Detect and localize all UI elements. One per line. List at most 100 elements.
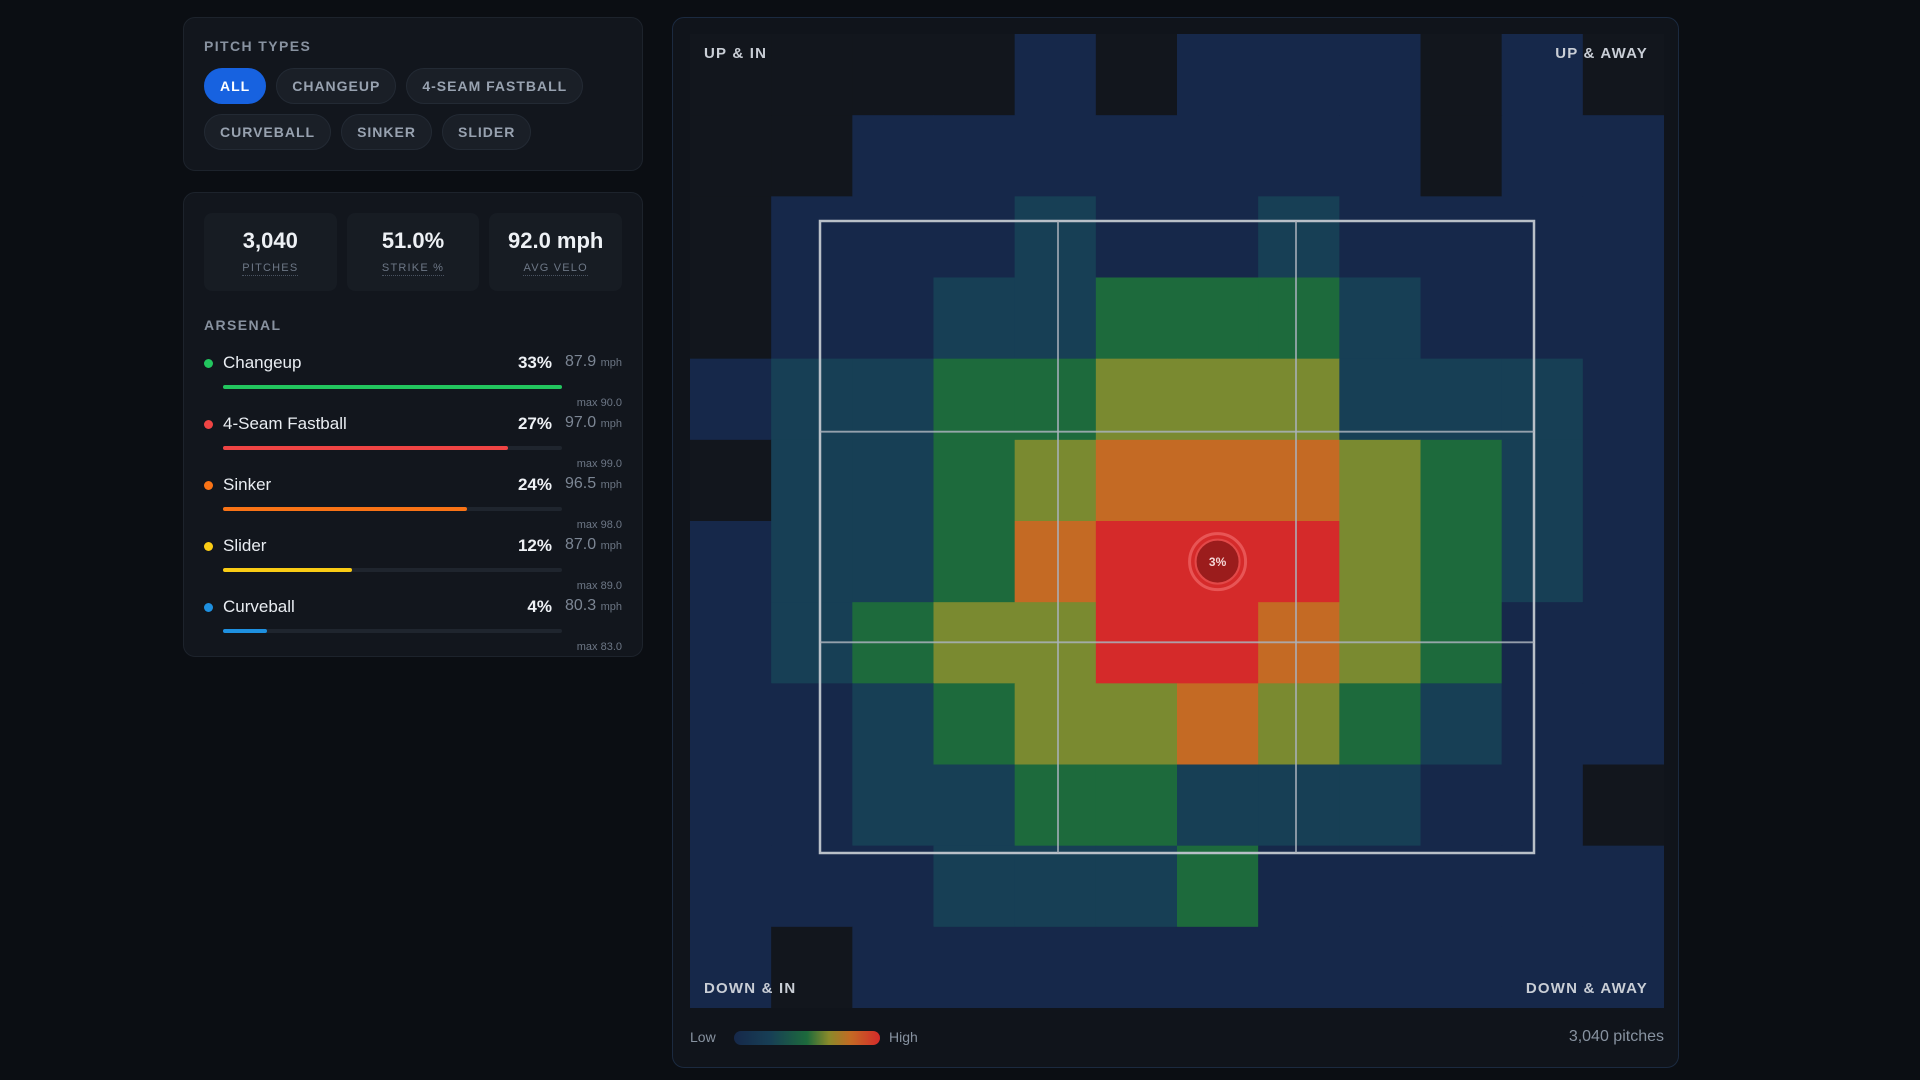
heatmap-cell[interactable] [1420, 926, 1503, 1008]
heatmap-cell[interactable] [771, 439, 853, 522]
heatmap-cell[interactable] [1420, 115, 1503, 197]
heatmap-cell[interactable] [1339, 34, 1421, 116]
heatmap-cell[interactable] [1339, 683, 1421, 765]
heatmap-cell[interactable] [690, 926, 772, 1008]
heatmap-cell[interactable] [1582, 439, 1664, 522]
heatmap-cell[interactable] [690, 683, 772, 765]
heatmap-cell[interactable] [1420, 34, 1503, 116]
heatmap-cell[interactable] [852, 521, 934, 603]
heatmap-cell[interactable] [690, 439, 772, 522]
heatmap-cell[interactable] [1177, 926, 1259, 1008]
heatmap-cell[interactable] [1339, 764, 1421, 847]
heatmap-cell[interactable] [1095, 845, 1178, 928]
heatmap-cell[interactable] [933, 845, 1016, 928]
heatmap-cell[interactable] [852, 926, 934, 1008]
heatmap-cell[interactable] [1501, 34, 1584, 116]
heatmap-cell[interactable] [1014, 845, 1097, 928]
heatmap-cell[interactable] [1095, 358, 1178, 441]
heatmap-cell[interactable] [1014, 521, 1097, 603]
heatmap-cell[interactable] [1501, 521, 1584, 603]
filter-chip-sinker[interactable]: SINKER [341, 114, 432, 150]
filter-chip-curveball[interactable]: CURVEBALL [204, 114, 332, 150]
heatmap-cell[interactable] [933, 277, 1016, 360]
heatmap-cell[interactable] [1420, 196, 1503, 278]
heatmap-cell[interactable] [1258, 521, 1340, 603]
heatmap-cell[interactable] [1420, 521, 1503, 603]
heatmap-cell[interactable] [1258, 764, 1340, 847]
heatmap-cell[interactable] [690, 34, 772, 116]
heatmap-cell[interactable] [933, 34, 1016, 116]
heatmap-cell[interactable] [1420, 764, 1503, 847]
heatmap-cell[interactable] [1014, 439, 1097, 522]
heatmap-cell[interactable] [933, 683, 1016, 765]
heatmap-cell[interactable] [1095, 521, 1178, 603]
heatmap-cell[interactable] [690, 115, 772, 197]
heatmap-cell[interactable] [1501, 926, 1584, 1008]
heatmap-cell[interactable] [771, 845, 853, 928]
heatmap-cell[interactable] [1095, 439, 1178, 522]
heatmap-cell[interactable] [933, 521, 1016, 603]
heatmap-cell[interactable] [1501, 439, 1584, 522]
heatmap-cell[interactable] [771, 521, 853, 603]
heatmap-cell[interactable] [1582, 358, 1664, 441]
heatmap-cell[interactable] [1420, 439, 1503, 522]
heatmap-cell[interactable] [1258, 358, 1340, 441]
heatmap-cell[interactable] [1177, 358, 1259, 441]
heatmap-cell[interactable] [1177, 196, 1259, 278]
heatmap-cell[interactable] [852, 358, 934, 441]
heatmap-cell[interactable] [1258, 277, 1340, 360]
heatmap-cell[interactable] [771, 196, 853, 278]
heatmap-cell[interactable] [1582, 764, 1664, 847]
heatmap-cell[interactable] [1177, 115, 1259, 197]
heatmap-cell[interactable] [1095, 926, 1178, 1008]
heatmap-cell[interactable] [1095, 34, 1178, 116]
heatmap-cell[interactable] [1582, 277, 1664, 360]
heatmap-cell[interactable] [1177, 683, 1259, 765]
heatmap-cell[interactable] [690, 845, 772, 928]
heatmap-cell[interactable] [1582, 926, 1664, 1008]
heatmap-cell[interactable] [771, 277, 853, 360]
heatmap-cell[interactable] [1014, 358, 1097, 441]
heatmap-cell[interactable] [1014, 277, 1097, 360]
heatmap-cell[interactable] [852, 764, 934, 847]
heatmap-cell[interactable] [690, 521, 772, 603]
heatmap-cell[interactable] [852, 115, 934, 197]
heatmap-cell[interactable] [852, 683, 934, 765]
filter-chip-4-seam-fastball[interactable]: 4-SEAM FASTBALL [406, 68, 584, 104]
heatmap-cell[interactable] [1582, 683, 1664, 765]
heatmap-cell[interactable] [852, 439, 934, 522]
heatmap-cell[interactable] [1582, 34, 1664, 116]
heatmap-cell[interactable] [933, 115, 1016, 197]
filter-chip-all[interactable]: ALL [204, 68, 267, 104]
heatmap-cell[interactable] [1177, 439, 1259, 522]
heatmap-cell[interactable] [1177, 764, 1259, 847]
heatmap-cell[interactable] [852, 845, 934, 928]
heatmap-cell[interactable] [1339, 196, 1421, 278]
heatmap-cell[interactable] [852, 34, 934, 116]
heatmap-cell[interactable] [1339, 845, 1421, 928]
heatmap-cell[interactable] [771, 358, 853, 441]
heatmap-cell[interactable] [1095, 683, 1178, 765]
heatmap-cell[interactable] [1014, 764, 1097, 847]
heatmap-cell[interactable] [1258, 34, 1340, 116]
heatmap-cell[interactable] [771, 115, 853, 197]
heatmap-cell[interactable] [1339, 926, 1421, 1008]
heatmap-cell[interactable] [1177, 34, 1259, 116]
heatmap-cell[interactable] [933, 926, 1016, 1008]
heatmap-cell[interactable] [1501, 845, 1584, 928]
heatmap-cell[interactable] [1258, 196, 1340, 278]
heatmap-cell[interactable] [933, 196, 1016, 278]
heatmap-cell[interactable] [1339, 277, 1421, 360]
heatmap-cell[interactable] [1339, 439, 1421, 522]
filter-chip-changeup[interactable]: CHANGEUP [276, 68, 397, 104]
heatmap-cell[interactable] [1339, 521, 1421, 603]
highlight-marker[interactable] [1194, 538, 1241, 585]
heatmap-cell[interactable] [1014, 196, 1097, 278]
heatmap-cell[interactable] [690, 764, 772, 847]
heatmap-cell[interactable] [1095, 196, 1178, 278]
heatmap-cell[interactable] [1582, 521, 1664, 603]
heatmap-cell[interactable] [1582, 602, 1664, 684]
heatmap-cell[interactable] [852, 277, 934, 360]
heatmap-cell[interactable] [1177, 845, 1259, 928]
heatmap-cell[interactable] [933, 439, 1016, 522]
